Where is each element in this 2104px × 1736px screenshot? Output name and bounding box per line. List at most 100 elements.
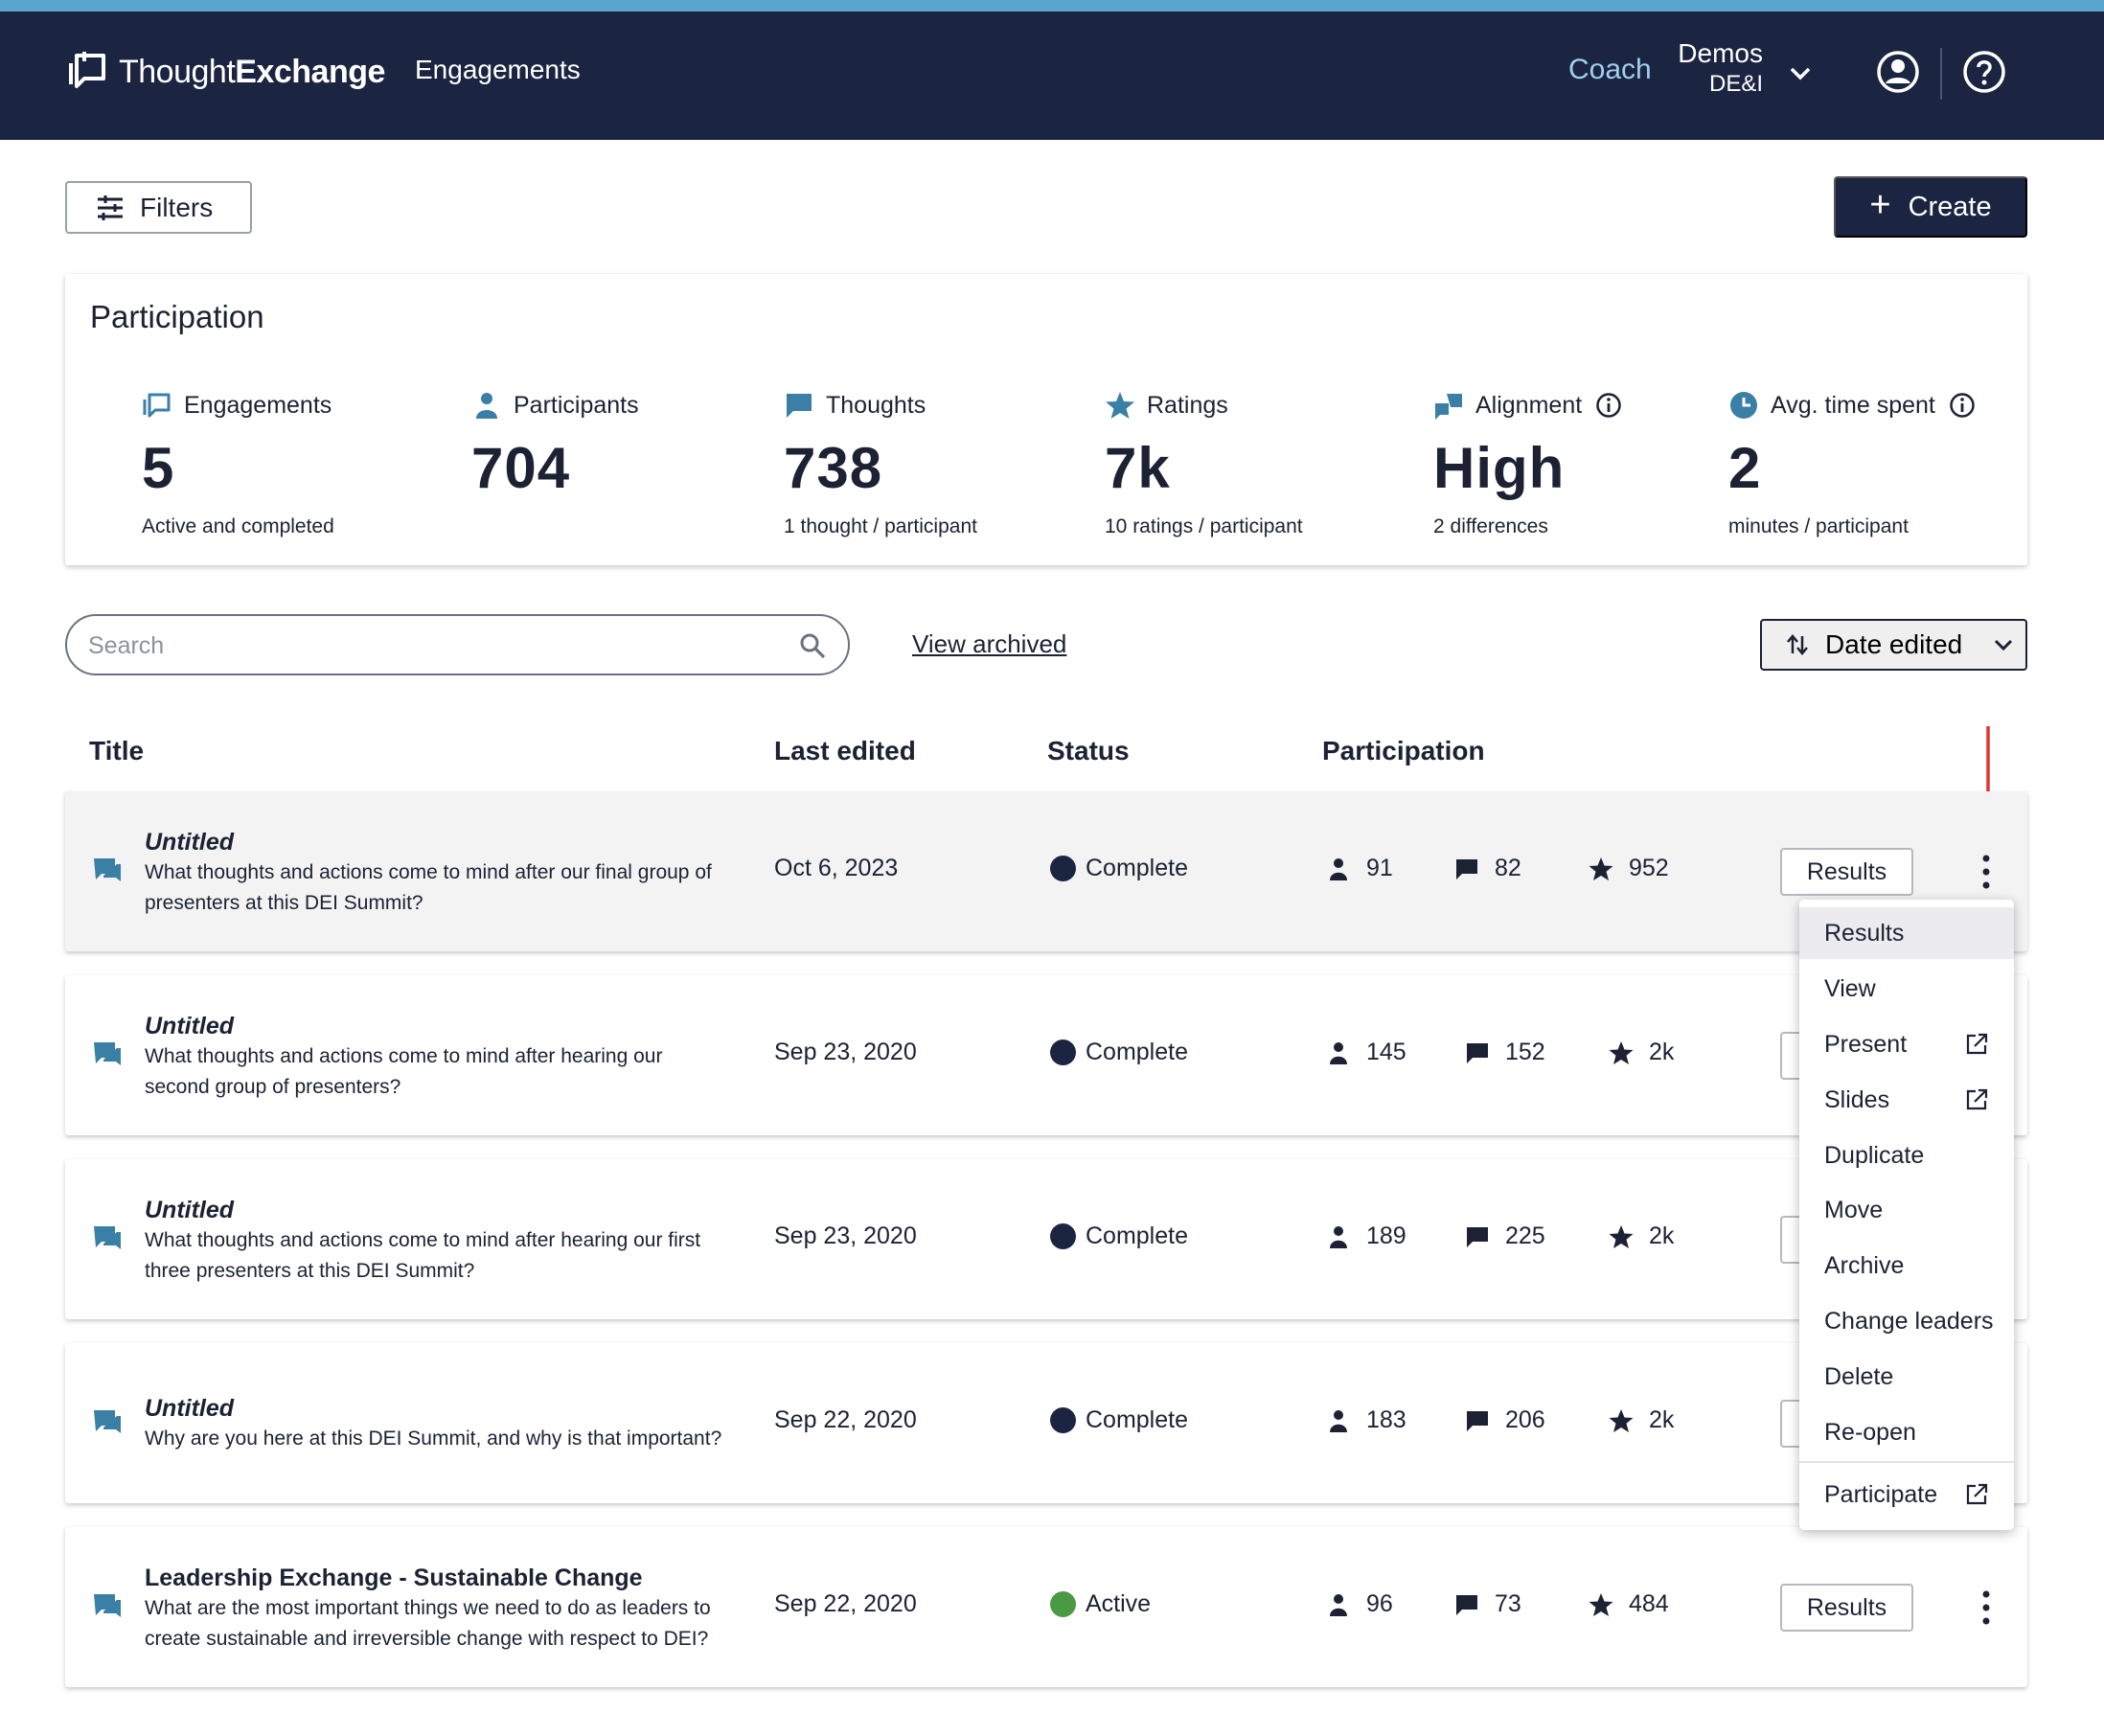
table-row[interactable]: Untitled What thoughts and actions come … xyxy=(65,791,2027,951)
status-label: Complete xyxy=(1086,1406,1188,1433)
speech-bubble-icon xyxy=(787,394,812,418)
menu-item-present[interactable]: Present xyxy=(1799,1018,2014,1070)
clock-icon xyxy=(1730,392,1757,419)
status-label: Complete xyxy=(1086,1222,1188,1249)
view-archived-link[interactable]: View archived xyxy=(912,629,1067,658)
menu-item-results[interactable]: Results xyxy=(1799,907,2014,959)
sort-dropdown[interactable]: Date edited xyxy=(1760,619,2027,671)
table-row[interactable]: Untitled What thoughts and actions come … xyxy=(65,975,2027,1135)
row-thoughts: 73 xyxy=(1454,1590,1521,1618)
stat-value: 7k xyxy=(1105,436,1171,500)
more-options-icon[interactable] xyxy=(1981,853,1991,891)
menu-item-view[interactable]: View xyxy=(1824,974,1876,1002)
help-icon[interactable] xyxy=(1960,48,2008,96)
table-row[interactable]: Leadership Exchange - Sustainable Change… xyxy=(65,1527,2027,1687)
row-title[interactable]: Untitled xyxy=(145,1013,235,1039)
thoughtexchange-logo-icon xyxy=(69,52,105,88)
row-ratings: 484 xyxy=(1589,1590,1669,1618)
create-button[interactable]: + Create xyxy=(1834,176,2027,238)
row-description: What thoughts and actions come to mind a… xyxy=(145,1229,701,1251)
stat-label: Avg. time spent xyxy=(1771,391,1935,419)
row-title[interactable]: Untitled xyxy=(145,829,235,856)
more-options-icon[interactable] xyxy=(1981,1588,1991,1627)
participants-count: 189 xyxy=(1366,1222,1406,1249)
user-account-icon[interactable] xyxy=(1874,48,1922,96)
stat-value: High xyxy=(1433,436,1566,500)
filters-button[interactable]: Filters xyxy=(65,181,252,234)
brand-logo[interactable]: ThoughtExchange xyxy=(67,50,385,94)
speech-bubble-icon xyxy=(94,858,121,881)
ratings-count: 2k xyxy=(1649,1406,1675,1433)
person-icon xyxy=(1330,1409,1347,1432)
row-title[interactable]: Untitled xyxy=(145,1395,235,1422)
results-button[interactable]: Results xyxy=(1780,848,1913,896)
row-thoughts: 152 xyxy=(1465,1039,1545,1066)
status-dot xyxy=(1050,1591,1076,1617)
search-icon[interactable] xyxy=(798,631,827,660)
menu-item-slides[interactable]: Slides xyxy=(1799,1074,2014,1126)
row-thoughts: 225 xyxy=(1465,1222,1545,1250)
row-description: What are the most important things we ne… xyxy=(145,1597,711,1619)
row-thoughts: 206 xyxy=(1465,1406,1545,1434)
row-title[interactable]: Untitled xyxy=(145,1197,235,1223)
info-icon[interactable] xyxy=(1595,392,1622,419)
ratings-count: 484 xyxy=(1629,1590,1669,1617)
col-header-last-edited[interactable]: Last edited xyxy=(774,736,916,765)
row-ratings: 952 xyxy=(1589,855,1669,882)
row-description: create sustainable and irreversible chan… xyxy=(145,1628,709,1650)
col-header-title[interactable]: Title xyxy=(89,736,145,765)
status-dot xyxy=(1050,1039,1076,1065)
stat-alignment: Alignment High 2 differences xyxy=(1433,389,1622,538)
results-button[interactable]: Results xyxy=(1780,1584,1913,1632)
row-title[interactable]: Leadership Exchange - Sustainable Change xyxy=(145,1565,643,1591)
col-header-participation[interactable]: Participation xyxy=(1322,736,1485,765)
stat-label: Alignment xyxy=(1475,391,1583,419)
menu-item-move[interactable]: Move xyxy=(1824,1196,1884,1223)
stat-label: Thoughts xyxy=(826,391,926,419)
person-icon xyxy=(1330,857,1347,880)
table-row[interactable]: Untitled Why are you here at this DEI Su… xyxy=(65,1343,2027,1503)
row-status: Complete xyxy=(1050,1222,1188,1250)
plus-icon: + xyxy=(1869,184,1891,225)
row-ratings: 2k xyxy=(1609,1039,1674,1066)
menu-item-archive[interactable]: Archive xyxy=(1824,1251,1905,1279)
nav-coach-link[interactable]: Coach xyxy=(1568,54,1652,85)
participation-title: Participation xyxy=(90,299,264,334)
row-ratings: 2k xyxy=(1609,1222,1674,1250)
row-last-edited: Sep 22, 2020 xyxy=(774,1590,917,1617)
row-description: presenters at this DEI Summit? xyxy=(145,892,423,914)
person-icon xyxy=(476,393,497,419)
col-header-status[interactable]: Status xyxy=(1047,736,1130,765)
participants-count: 91 xyxy=(1366,855,1393,881)
filters-label: Filters xyxy=(140,192,214,222)
table-row[interactable]: Untitled What thoughts and actions come … xyxy=(65,1159,2027,1319)
status-dot xyxy=(1050,1407,1076,1433)
stat-ratings: Ratings 7k 10 ratings / participant xyxy=(1105,389,1303,538)
star-icon xyxy=(1609,1224,1634,1248)
row-description: Why are you here at this DEI Summit, and… xyxy=(145,1428,722,1450)
chevron-down-icon[interactable] xyxy=(1784,57,1817,90)
menu-item-delete[interactable]: Delete xyxy=(1824,1362,1894,1390)
stat-label: Ratings xyxy=(1147,391,1228,419)
stat-avg-time: Avg. time spent 2 minutes / participant xyxy=(1728,389,1976,538)
menu-item-change-leaders[interactable]: Change leaders xyxy=(1824,1307,1994,1335)
org-switcher[interactable]: Demos DE&I xyxy=(1677,38,1763,98)
sort-arrows-icon xyxy=(1787,634,1808,655)
nav-engagements-link[interactable]: Engagements xyxy=(415,55,581,84)
search-input[interactable] xyxy=(88,628,759,664)
row-participants: 91 xyxy=(1326,855,1393,882)
stat-label: Engagements xyxy=(184,391,332,419)
row-participants: 189 xyxy=(1326,1222,1406,1250)
row-title-block: Untitled Why are you here at this DEI Su… xyxy=(145,1393,758,1454)
ratings-count: 2k xyxy=(1649,1039,1675,1065)
star-icon xyxy=(1609,1408,1634,1432)
menu-item-duplicate[interactable]: Duplicate xyxy=(1824,1141,1925,1169)
stat-label: Participants xyxy=(514,391,639,419)
menu-item-reopen[interactable]: Re-open xyxy=(1824,1418,1916,1446)
info-icon[interactable] xyxy=(1949,392,1976,419)
alignment-icon xyxy=(1435,394,1462,420)
speech-bubble-icon xyxy=(1467,1226,1488,1247)
menu-item-participate[interactable]: Participate xyxy=(1799,1469,2014,1520)
star-icon xyxy=(1609,1040,1634,1064)
row-description: second group of presenters? xyxy=(145,1076,401,1098)
